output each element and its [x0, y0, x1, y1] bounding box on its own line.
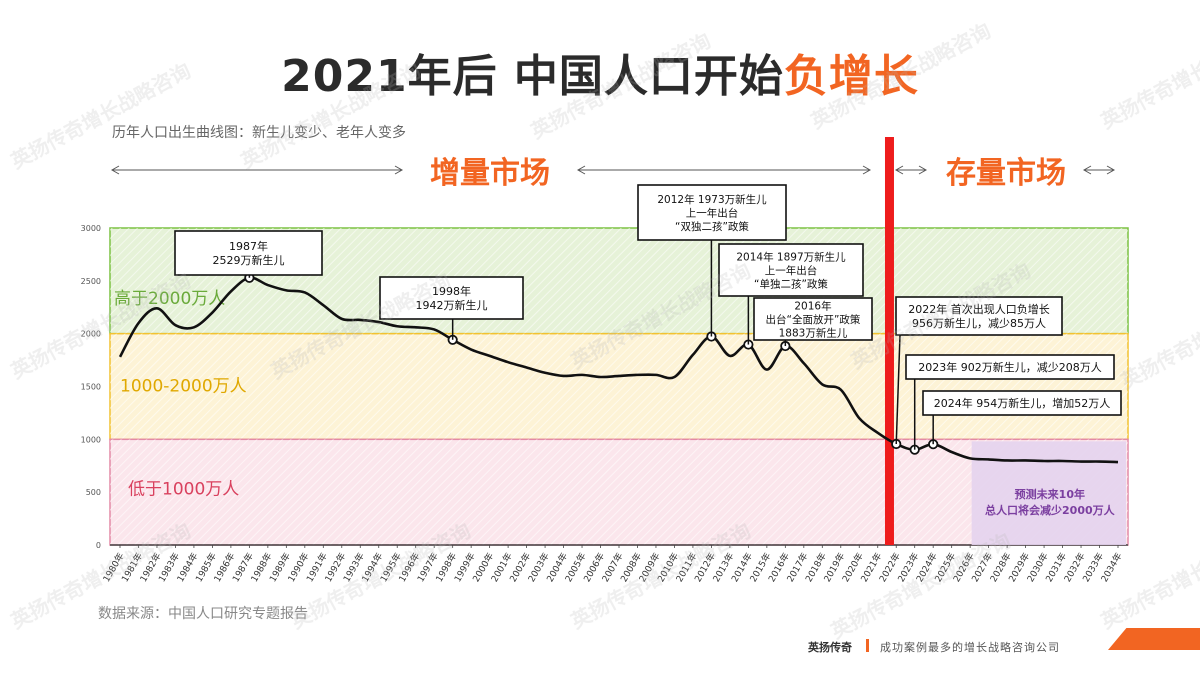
- title-highlight: 负增长: [783, 51, 919, 102]
- incremental-arrow-left-head-right: [394, 165, 404, 175]
- annotation-text: “双独二孩”政策: [675, 220, 749, 233]
- band-label-1: 1000-2000万人: [120, 377, 247, 397]
- footer-brand: 英扬传奇: [808, 641, 852, 654]
- page-title: 2021年后 中国人口开始负增长: [0, 40, 1200, 104]
- y-tick-label: 2500: [81, 277, 101, 286]
- births-series-line: [118, 276, 1119, 464]
- band-hatch-1: [110, 333, 1128, 440]
- market-right-label: 存量市场: [946, 156, 1066, 191]
- market-left-label: 增量市场: [430, 156, 550, 191]
- footer-separator: [866, 639, 869, 652]
- annotation-box: [174, 230, 323, 276]
- annotation-text: 出台“全面放开”政策: [766, 313, 861, 326]
- annotation-text: 2024年 954万新生儿，增加52万人: [934, 396, 1110, 410]
- y-tick-label: 2000: [81, 330, 101, 339]
- annotation-box: [905, 354, 1115, 380]
- incremental-arrow-right-head-left: [576, 165, 586, 175]
- annotation-box: [637, 184, 787, 241]
- stock-arrow-left-head-left: [894, 165, 904, 175]
- annotation-text: 2012年 1973万新生儿: [657, 193, 767, 206]
- annotation-text: 2023年 902万新生儿，减少208万人: [918, 360, 1101, 374]
- y-tick-label: 500: [86, 488, 101, 497]
- annotation-box: [922, 390, 1122, 416]
- data-source: 数据来源：中国人口研究专题报告: [98, 606, 308, 622]
- forecast-label: 总人口将会减少2000万人: [985, 503, 1116, 517]
- incremental-arrow-right-head-right: [862, 165, 872, 175]
- annotation-box: [753, 297, 873, 341]
- market-divider: [884, 137, 894, 545]
- annotation-text: 2529万新生儿: [213, 253, 285, 267]
- annotation-text: 956万新生儿，减少85万人: [912, 316, 1046, 330]
- annotation-box: [895, 296, 1063, 336]
- stock-arrow-right-head-right: [1106, 165, 1116, 175]
- forecast-region: [971, 441, 1126, 545]
- y-tick-label: 1500: [81, 383, 101, 392]
- annotation-leader: [895, 334, 901, 445]
- y-tick-label: 0: [96, 541, 101, 550]
- y-tick-label: 1000: [81, 435, 101, 444]
- chart-subtitle: 历年人口出生曲线图：新生儿变少、老年人变多: [112, 125, 406, 141]
- annotation-box: [379, 276, 524, 320]
- annotation-text: 1998年: [432, 284, 471, 298]
- band-hatch-2: [110, 439, 1128, 545]
- footer-accent-tab: [1108, 628, 1200, 650]
- stock-arrow-left-head-right: [918, 165, 928, 175]
- band-label-0: 高于2000万人: [114, 289, 225, 309]
- band-label-2: 低于1000万人: [128, 479, 239, 499]
- annotation-text: 2016年: [794, 299, 831, 312]
- annotation-text: 上一年出台: [765, 264, 818, 277]
- annotation-text: 1883万新生儿: [779, 326, 848, 339]
- annotation-text: 1942万新生儿: [416, 298, 488, 312]
- footer-slogan: 成功案例最多的增长战略咨询公司: [880, 641, 1060, 654]
- annotation-text: 2022年 首次出现人口负增长: [908, 302, 1050, 316]
- annotation-text: 2014年 1897万新生儿: [736, 250, 846, 263]
- annotation-text: “单独二孩”政策: [754, 277, 828, 290]
- annotation-text: 上一年出台: [686, 206, 739, 219]
- stock-arrow-right-head-left: [1082, 165, 1092, 175]
- title-main: 2021年后 中国人口开始: [281, 51, 784, 102]
- annotation-text: 1987年: [229, 239, 268, 253]
- y-tick-label: 3000: [81, 224, 101, 233]
- annotation-box: [718, 243, 864, 297]
- forecast-label: 预测未来10年: [1015, 487, 1085, 501]
- incremental-arrow-left-head-left: [110, 165, 120, 175]
